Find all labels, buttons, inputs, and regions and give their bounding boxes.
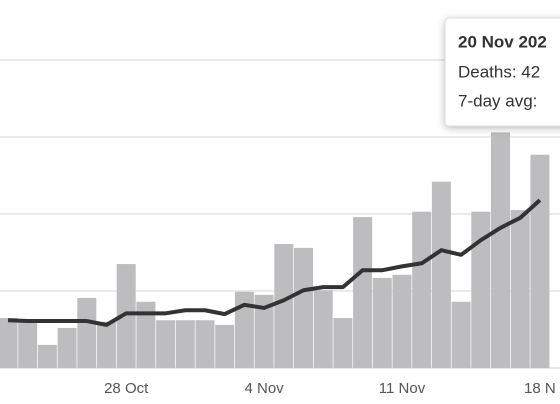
bar [333,317,353,368]
bar [353,217,373,368]
bar [195,320,215,368]
bar [431,181,451,368]
tooltip-title: 20 Nov 202 [458,32,547,51]
tooltip: 20 Nov 202 Deaths: 42 7-day avg: [444,17,560,127]
bar [530,154,550,368]
tooltip-line: Deaths: 42 [458,62,540,81]
bar [510,210,530,368]
bar [175,320,195,368]
bar [471,211,491,368]
bar [412,211,432,368]
bar [372,277,392,368]
x-tick-label: 18 N [524,380,556,397]
bar [313,290,333,368]
x-tick-label: 28 Oct [104,380,149,397]
bar [77,297,97,368]
x-axis: 28 Oct 4 Nov 11 Nov 18 N [104,380,556,397]
bars [0,132,550,368]
x-tick-label: 11 Nov [379,380,426,397]
tooltip-line: 7-day avg: [458,91,537,110]
bar [392,274,412,368]
avg-line [7,198,542,327]
bar [491,132,510,368]
bar [18,320,38,368]
bar [451,301,471,368]
bar [0,317,18,368]
bar [234,291,254,368]
bar [57,327,77,368]
bar [97,321,116,368]
lines [7,198,542,327]
bar [37,344,57,368]
bar [136,301,156,368]
bar [254,294,274,368]
bar [274,244,294,368]
bar [294,247,313,368]
bar [156,320,176,368]
bar [215,324,235,368]
bar [116,264,136,368]
tooltip-box [444,17,560,127]
x-tick-label: 4 Nov [245,380,285,397]
